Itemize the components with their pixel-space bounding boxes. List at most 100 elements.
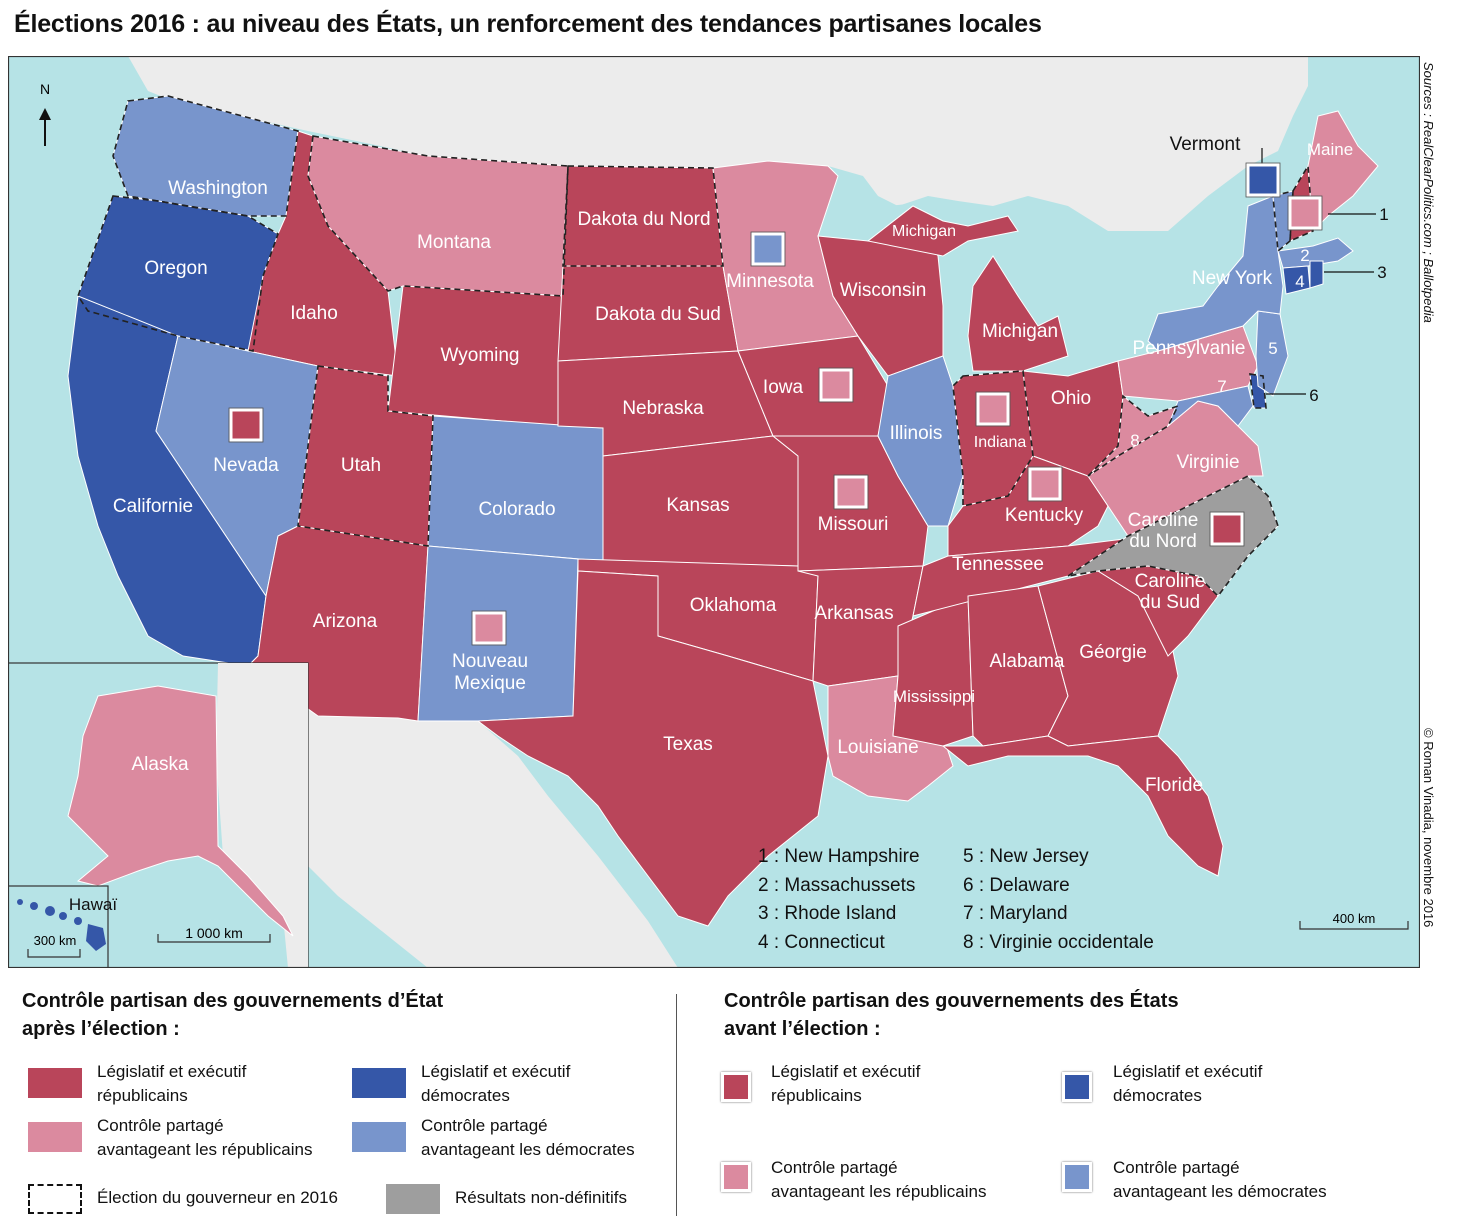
key-2: 2 : Massachussets (758, 875, 915, 896)
label-alaska: Alaska (131, 754, 188, 775)
state-number-key: 1 : New Hampshire 2 : Massachussets 3 : … (758, 846, 1154, 953)
legend-before-dem-shared-1: Contrôle partagé (1113, 1158, 1240, 1177)
key-1: 1 : New Hampshire (758, 846, 920, 867)
label-n4: 4 (1295, 272, 1304, 291)
label-new-mexico-2: Mexique (454, 673, 526, 694)
governor-election-outlines (77, 95, 1314, 598)
marker-swatch-dem-shared (1062, 1162, 1092, 1192)
label-south-dakota: Dakota du Sud (595, 304, 721, 325)
state-new-york[interactable] (1147, 195, 1284, 352)
legend-before-rep-shared-1: Contrôle partagé (771, 1158, 898, 1177)
label-new-mexico-1: Nouveau (452, 651, 528, 672)
state-michigan[interactable] (967, 255, 1069, 372)
label-oklahoma: Oklahoma (690, 595, 777, 616)
legend-after-title-1: Contrôle partisan des gouvernements d’Ét… (22, 990, 444, 1012)
state-hawaii[interactable] (17, 899, 106, 951)
inset-canada-land (216, 663, 308, 968)
label-florida: Floride (1145, 775, 1203, 796)
label-utah: Utah (341, 455, 381, 476)
north-arrow-icon: N (39, 81, 51, 146)
label-tennessee: Tennessee (952, 554, 1044, 575)
legend-before-dem-full-2: démocrates (1113, 1086, 1202, 1105)
swatch-undetermined (386, 1184, 440, 1214)
label-michigan-up: Michigan (892, 223, 956, 240)
label-michigan: Michigan (982, 321, 1058, 342)
legend-undetermined: Résultats non-définitifs (455, 1188, 627, 1207)
marker-north-carolina (1210, 512, 1244, 546)
key-3: 3 : Rhode Island (758, 903, 896, 924)
page-title: Élections 2016 : au niveau des États, un… (14, 10, 1042, 38)
label-missouri: Missouri (818, 514, 889, 535)
state-colorado[interactable] (427, 415, 604, 562)
scale-hawaii (27, 949, 81, 958)
marker-vermont (1246, 163, 1280, 197)
legend-governor-election: Élection du gouverneur en 2016 (97, 1188, 339, 1207)
marker-missouri (834, 475, 868, 509)
label-ohio: Ohio (1051, 388, 1091, 409)
label-iowa: Iowa (763, 377, 804, 398)
label-nebraska: Nebraska (622, 398, 704, 419)
label-arizona: Arizona (313, 611, 378, 632)
marker-nevada (229, 408, 263, 442)
legend-dem-shared-1: Contrôle partagé (421, 1116, 548, 1135)
label-vermont: Vermont (1170, 134, 1241, 155)
marker-swatch-rep-shared (721, 1162, 751, 1192)
label-illinois: Illinois (890, 423, 943, 444)
key-6: 6 : Delaware (963, 875, 1070, 896)
marker-indiana (976, 392, 1010, 426)
label-wyoming: Wyoming (440, 345, 519, 366)
canada-landmass (128, 56, 1308, 231)
marker-new-mexico (472, 611, 506, 645)
label-pennsylvania: Pennsylvanie (1132, 338, 1245, 359)
label-nc-1: Caroline (1128, 510, 1199, 531)
label-mississippi: Mississippi (893, 687, 975, 706)
key-7: 7 : Maryland (963, 903, 1068, 924)
marker-new-hampshire (1288, 196, 1322, 230)
label-montana: Montana (417, 232, 491, 253)
lake-huron (993, 236, 1068, 326)
label-hawaii: Hawaï (69, 895, 117, 914)
state-florida[interactable] (941, 735, 1224, 877)
legend-before-title-2: avant l’élection : (724, 1018, 881, 1040)
label-n7: 7 (1217, 377, 1226, 396)
label-wisconsin: Wisconsin (840, 280, 927, 301)
label-new-york: New York (1192, 268, 1273, 289)
legend-after-title-2: après l’élection : (22, 1018, 180, 1040)
scale-ne (1299, 921, 1409, 930)
marker-outlines (228, 162, 1323, 646)
legend-dem-full-1: Législatif et exécutif (421, 1062, 571, 1081)
state-maryland[interactable] (1167, 385, 1254, 427)
before-election-markers (229, 163, 1322, 645)
label-n5: 5 (1268, 339, 1277, 358)
legend-rep-shared-2: avantageant les républicains (97, 1140, 313, 1159)
legend-dem-shared-2: avantageant les démocrates (421, 1140, 635, 1159)
legend-before-rep-shared-2: avantageant les républicains (771, 1182, 987, 1201)
swatch-rep-full (28, 1068, 82, 1098)
key-5: 5 : New Jersey (963, 846, 1089, 867)
leader-lines (1261, 148, 1376, 395)
legend-before-dem-shared-2: avantageant les démocrates (1113, 1182, 1327, 1201)
state-texas[interactable] (476, 570, 829, 927)
label-maine: Maine (1307, 140, 1353, 159)
marker-kentucky (1028, 467, 1062, 501)
scale-main (157, 934, 271, 943)
lake-michigan (938, 241, 973, 366)
legend-dem-full-2: démocrates (421, 1086, 510, 1105)
label-arkansas: Arkansas (814, 603, 893, 624)
label-nc-2: du Nord (1129, 531, 1197, 552)
marker-minnesota (751, 232, 785, 266)
label-indiana: Indiana (974, 434, 1027, 451)
scale-main-label: 1 000 km (185, 925, 243, 941)
state-alaska[interactable] (67, 685, 294, 937)
label-n2: 2 (1300, 246, 1309, 265)
swatch-dem-full (352, 1068, 406, 1098)
legend-divider (676, 994, 677, 1216)
map-frame (8, 56, 1420, 968)
scale-hawaii-label: 300 km (34, 933, 77, 948)
label-kansas: Kansas (666, 495, 729, 516)
north-label: N (40, 81, 50, 97)
us-states-map: N 1 000 km 300 km 400 km Washington Oreg… (8, 56, 1420, 968)
marker-swatch-dem-full (1062, 1072, 1092, 1102)
state-rhode-island[interactable] (1309, 260, 1324, 289)
state-michigan-up[interactable] (866, 205, 1019, 257)
